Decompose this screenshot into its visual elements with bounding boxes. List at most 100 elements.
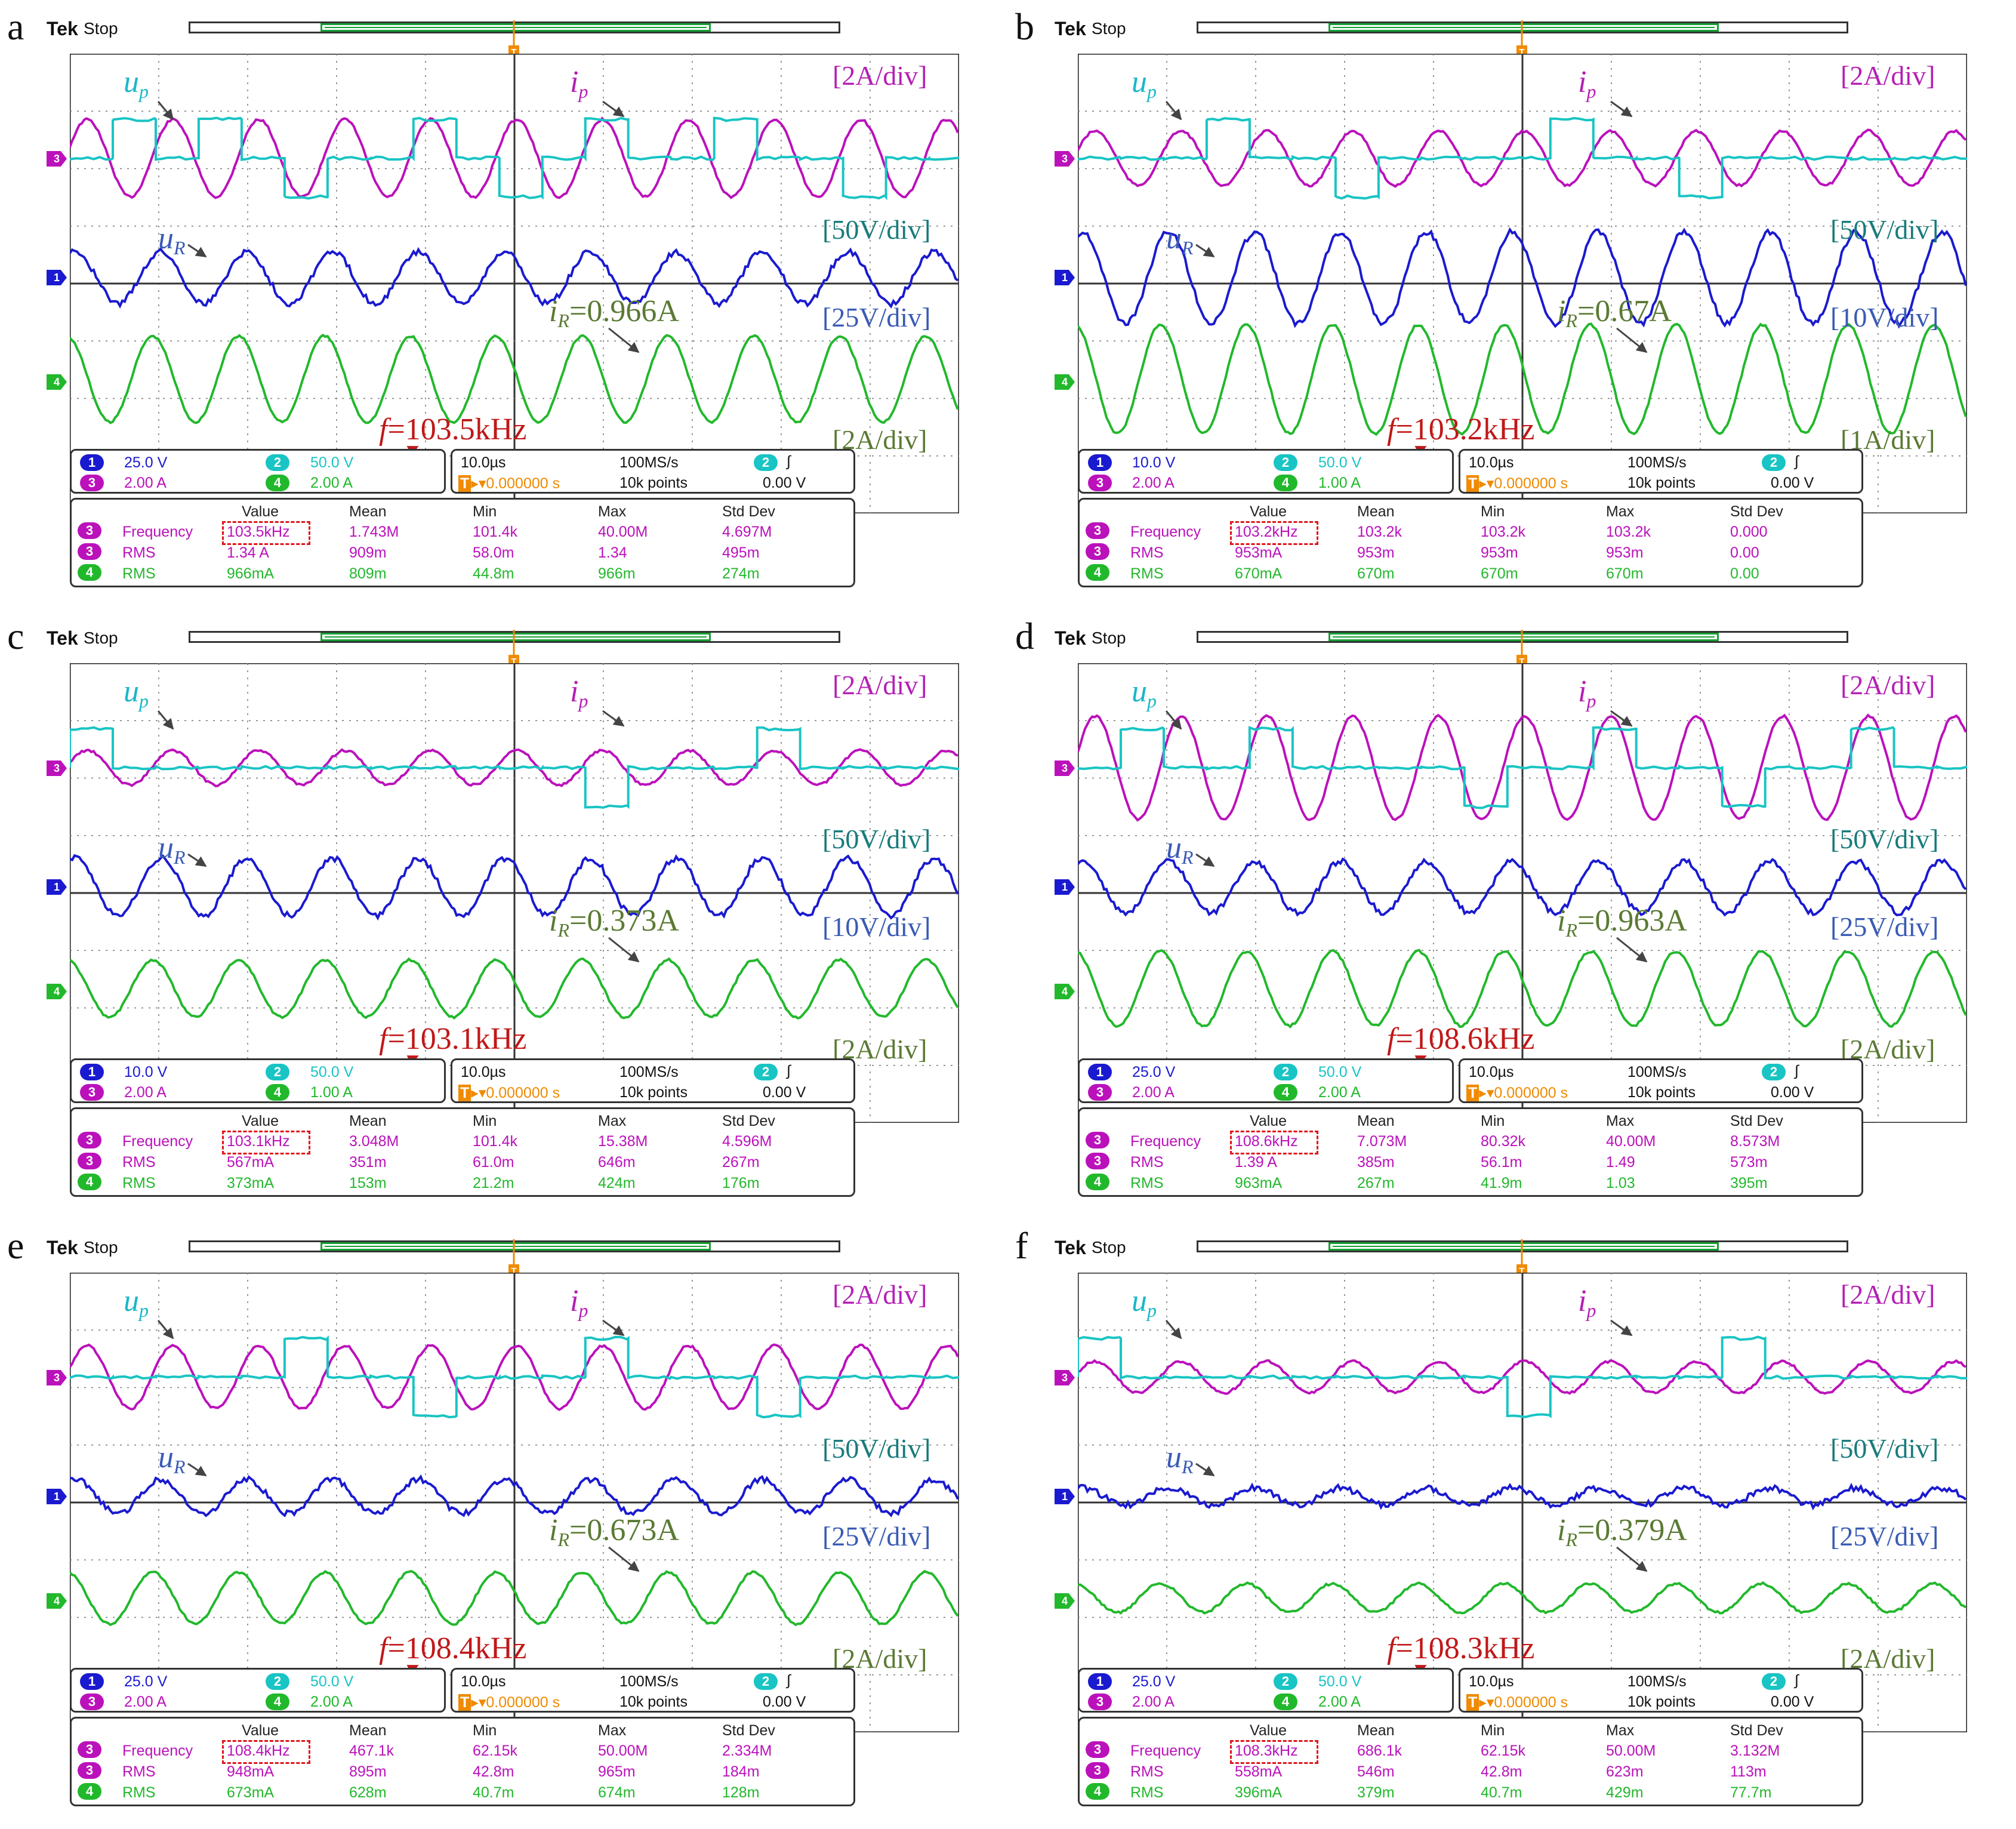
ch3-badge[interactable]: 3 bbox=[1088, 1084, 1112, 1101]
meas-value: 953mA bbox=[1235, 544, 1283, 561]
ch4-badge[interactable]: 4 bbox=[266, 475, 289, 491]
trigger-level: 0.00 V bbox=[1771, 1693, 1814, 1710]
channel-settings-box[interactable]: 1 25.0 V 2 50.0 V 3 2.00 A 4 2.00 A bbox=[70, 449, 446, 494]
channel-settings-box[interactable]: 1 25.0 V 2 50.0 V 3 2.00 A 4 2.00 A bbox=[70, 1668, 446, 1713]
timebase-box[interactable]: 10.0µs 100MS/s 2 ∫ T ▸▾0.000000 s 10k poi… bbox=[1459, 1668, 1863, 1713]
col-value: Value bbox=[242, 503, 279, 520]
meas-channel-badge[interactable]: 3 bbox=[78, 1762, 101, 1779]
ch3-badge[interactable]: 3 bbox=[80, 475, 104, 491]
channel-settings-box[interactable]: 1 10.0 V 2 50.0 V 3 2.00 A 4 1.00 A bbox=[1078, 449, 1454, 494]
ch1-badge[interactable]: 1 bbox=[1088, 1064, 1112, 1080]
record-window[interactable] bbox=[1328, 633, 1719, 641]
record-window[interactable] bbox=[1328, 23, 1719, 32]
meas-channel-badge[interactable]: 3 bbox=[78, 543, 101, 560]
ch2-badge[interactable]: 2 bbox=[1274, 1673, 1297, 1690]
meas-channel-badge[interactable]: 3 bbox=[78, 1153, 101, 1169]
channel-settings-box[interactable]: 1 10.0 V 2 50.0 V 3 2.00 A 4 1.00 A bbox=[70, 1058, 446, 1103]
measurement-table[interactable]: Value Mean Min Max Std Dev 3 Frequency 108… bbox=[1078, 1107, 1863, 1197]
trigger-source-badge[interactable]: 2 bbox=[1762, 1673, 1786, 1690]
ch2-badge[interactable]: 2 bbox=[266, 1064, 289, 1080]
ch1-badge[interactable]: 1 bbox=[80, 1673, 104, 1690]
measurement-table[interactable]: Value Mean Min Max Std Dev 3 Frequency 108… bbox=[70, 1717, 855, 1806]
measurement-table[interactable]: Value Mean Min Max Std Dev 3 Frequency 108… bbox=[1078, 1717, 1863, 1806]
record-window[interactable] bbox=[320, 633, 711, 641]
meas-channel-badge[interactable]: 3 bbox=[1086, 522, 1109, 539]
ch4-badge[interactable]: 4 bbox=[1274, 1084, 1297, 1101]
ch2-badge[interactable]: 2 bbox=[1274, 1064, 1297, 1080]
timebase-box[interactable]: 10.0µs 100MS/s 2 ∫ T ▸▾0.000000 s 10k poi… bbox=[451, 1668, 855, 1713]
ch1-badge[interactable]: 1 bbox=[80, 1064, 104, 1080]
meas-channel-badge[interactable]: 3 bbox=[1086, 1132, 1109, 1148]
meas-channel-badge[interactable]: 3 bbox=[1086, 543, 1109, 560]
scale-up: [50V/div] bbox=[1830, 1433, 1939, 1464]
ch4-badge[interactable]: 4 bbox=[1274, 475, 1297, 491]
col-value: Value bbox=[242, 1113, 279, 1129]
ch1-badge[interactable]: 1 bbox=[1088, 454, 1112, 471]
ch2-badge[interactable]: 2 bbox=[266, 1673, 289, 1690]
trigger-source-badge[interactable]: 2 bbox=[1762, 454, 1786, 471]
timebase-box[interactable]: 10.0µs 100MS/s 2 ∫ T ▸▾0.000000 s 10k poi… bbox=[451, 1058, 855, 1103]
ch4-badge[interactable]: 4 bbox=[266, 1693, 289, 1710]
trace-up bbox=[1078, 726, 1967, 809]
timebase: 10.0µs bbox=[461, 1064, 506, 1080]
ch4-badge[interactable]: 4 bbox=[266, 1084, 289, 1101]
meas-channel-badge[interactable]: 4 bbox=[1086, 1783, 1109, 1800]
col-stddev: Std Dev bbox=[1730, 1722, 1783, 1739]
timebase-box[interactable]: 10.0µs 100MS/s 2 ∫ T ▸▾0.000000 s 10k poi… bbox=[451, 449, 855, 494]
meas-value: 558mA bbox=[1235, 1763, 1283, 1780]
frequency-value: =103.5kHz bbox=[387, 412, 527, 447]
record-length: 10k points bbox=[1627, 475, 1696, 491]
trigger-source-badge[interactable]: 2 bbox=[1762, 1064, 1786, 1080]
meas-channel-badge[interactable]: 4 bbox=[78, 1783, 101, 1800]
meas-channel-badge[interactable]: 3 bbox=[1086, 1153, 1109, 1169]
measurement-table[interactable]: Value Mean Min Max Std Dev 3 Frequency 103… bbox=[1078, 498, 1863, 587]
measurement-table[interactable]: Value Mean Min Max Std Dev 3 Frequency 103… bbox=[70, 498, 855, 587]
ch4-badge[interactable]: 4 bbox=[1274, 1693, 1297, 1710]
trigger-level: 0.00 V bbox=[763, 475, 806, 491]
meas-min: 40.7m bbox=[473, 1784, 514, 1801]
ch3-badge[interactable]: 3 bbox=[1088, 475, 1112, 491]
brand-logo: Tek bbox=[47, 1237, 78, 1258]
meas-channel-badge[interactable]: 3 bbox=[1086, 1741, 1109, 1758]
ch3-badge[interactable]: 3 bbox=[1088, 1693, 1112, 1710]
ch3-badge[interactable]: 3 bbox=[80, 1084, 104, 1101]
ch3-badge[interactable]: 3 bbox=[80, 1693, 104, 1710]
meas-channel-badge[interactable]: 3 bbox=[78, 1132, 101, 1148]
ch1-badge[interactable]: 1 bbox=[1088, 1673, 1112, 1690]
scope-graticule bbox=[1078, 663, 1967, 1123]
meas-value: 103.1kHz bbox=[227, 1133, 290, 1150]
meas-max: 623m bbox=[1606, 1763, 1644, 1780]
meas-channel-badge[interactable]: 3 bbox=[78, 522, 101, 539]
sample-rate: 100MS/s bbox=[1627, 1064, 1687, 1080]
brand-logo: Tek bbox=[1055, 1237, 1086, 1258]
ch1-badge[interactable]: 1 bbox=[80, 454, 104, 471]
channel-settings-box[interactable]: 1 25.0 V 2 50.0 V 3 2.00 A 4 2.00 A bbox=[1078, 1058, 1454, 1103]
meas-channel-badge[interactable]: 4 bbox=[78, 564, 101, 581]
ch2-badge[interactable]: 2 bbox=[1274, 454, 1297, 471]
timebase-box[interactable]: 10.0µs 100MS/s 2 ∫ T ▸▾0.000000 s 10k poi… bbox=[1459, 1058, 1863, 1103]
trigger-source-badge[interactable]: 2 bbox=[754, 454, 778, 471]
meas-channel-badge[interactable]: 4 bbox=[78, 1174, 101, 1190]
record-window[interactable] bbox=[320, 1242, 711, 1251]
trigger-source-badge[interactable]: 2 bbox=[754, 1064, 778, 1080]
timebase-box[interactable]: 10.0µs 100MS/s 2 ∫ T ▸▾0.000000 s 10k poi… bbox=[1459, 449, 1863, 494]
meas-value: 108.4kHz bbox=[227, 1742, 290, 1759]
measurement-table[interactable]: Value Mean Min Max Std Dev 3 Frequency 103… bbox=[70, 1107, 855, 1197]
meas-channel-badge[interactable]: 3 bbox=[1086, 1762, 1109, 1779]
meas-channel-badge[interactable]: 4 bbox=[1086, 1174, 1109, 1190]
channel-settings-box[interactable]: 1 25.0 V 2 50.0 V 3 2.00 A 4 2.00 A bbox=[1078, 1668, 1454, 1713]
ch2-badge[interactable]: 2 bbox=[266, 454, 289, 471]
brand-logo: Tek bbox=[1055, 627, 1086, 649]
meas-min: 44.8m bbox=[473, 565, 514, 582]
meas-channel-badge[interactable]: 4 bbox=[1086, 564, 1109, 581]
record-window[interactable] bbox=[320, 23, 711, 32]
svg-text:T: T bbox=[511, 1266, 516, 1276]
panel-label: c bbox=[7, 615, 24, 657]
timebase: 10.0µs bbox=[1469, 1673, 1514, 1690]
ch4-scale: 2.00 A bbox=[310, 475, 353, 491]
trigger-source-badge[interactable]: 2 bbox=[754, 1673, 778, 1690]
ch4-scale: 2.00 A bbox=[310, 1693, 353, 1710]
meas-channel-badge[interactable]: 3 bbox=[78, 1741, 101, 1758]
scope-panel-b: b Tek Stop T 3 1 4 up ip uR iR=0.67A f=1… bbox=[1008, 0, 2016, 609]
record-window[interactable] bbox=[1328, 1242, 1719, 1251]
